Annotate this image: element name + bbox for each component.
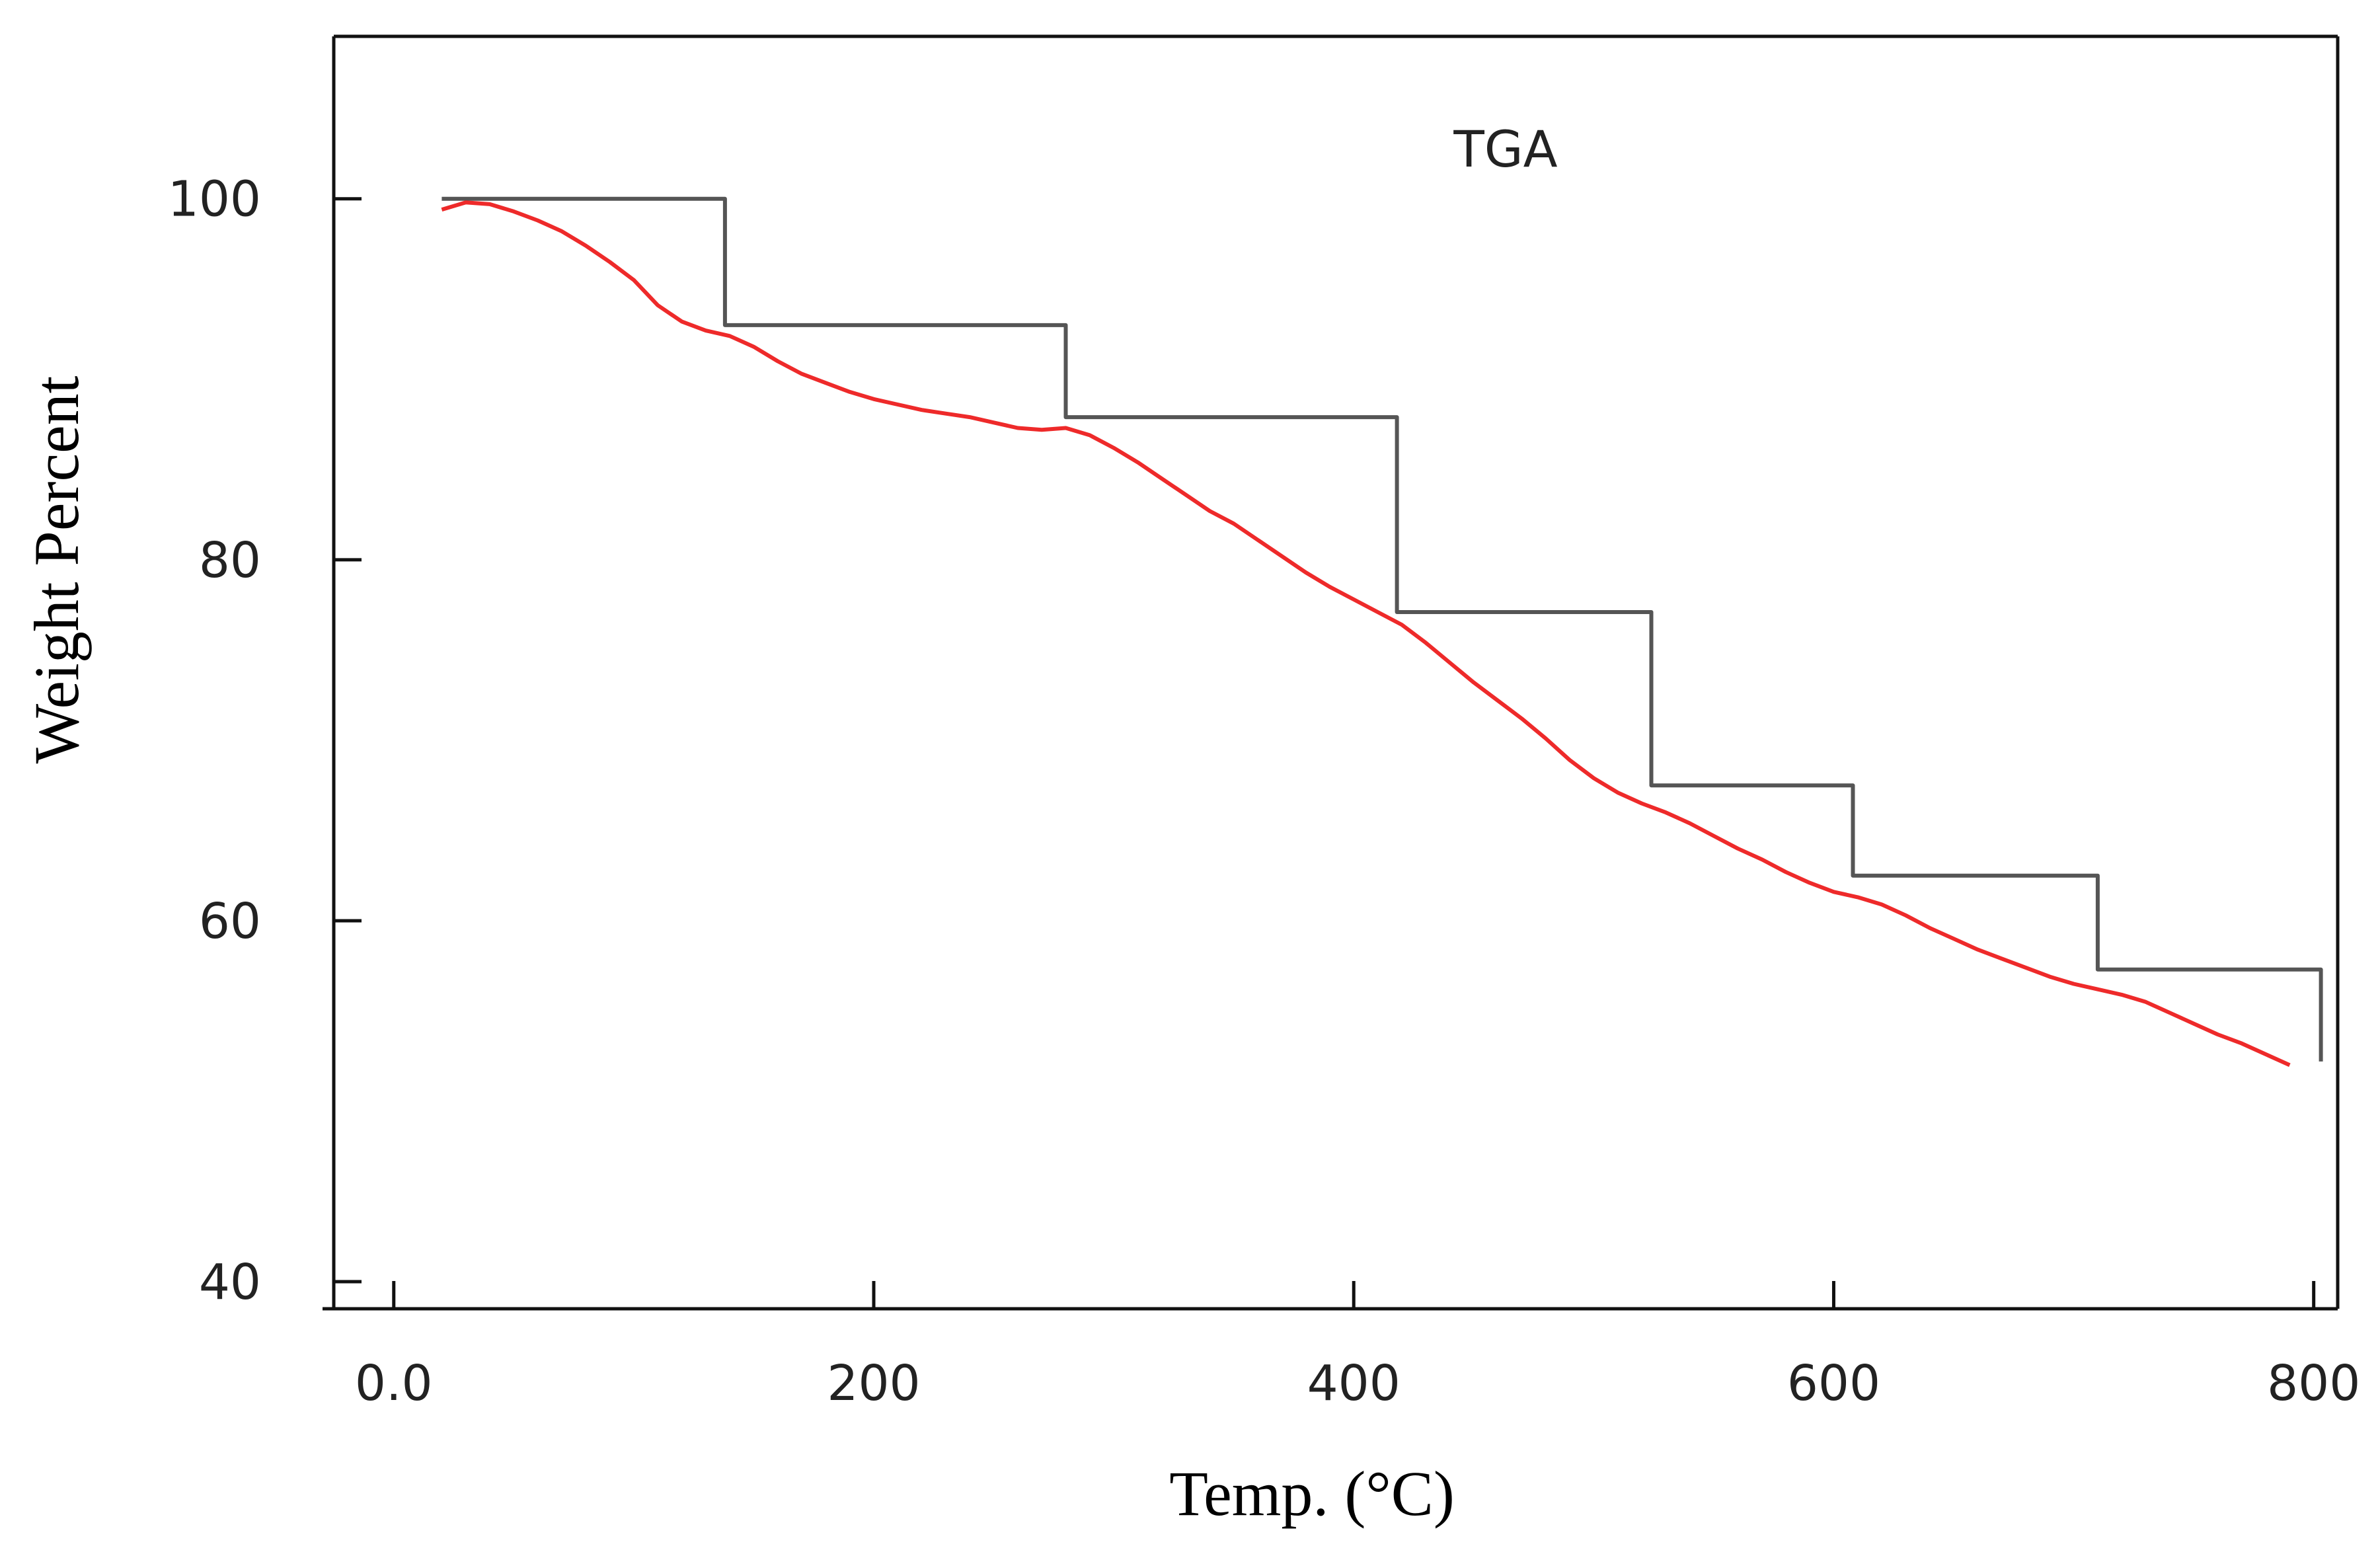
x-axis-title: Temp. (°C) [1169,1458,1455,1529]
x-axis-ticks: 0.0 200 400 600 800 [355,1281,2360,1412]
x-tick-label-0: 0.0 [355,1355,433,1412]
series-layer [441,196,2323,1067]
y-tick-label-2: 80 [199,532,261,589]
series-weight-loss-curve [441,200,2291,1067]
x-tick-label-1: 200 [827,1355,920,1412]
y-axis-title: Weight Percent [21,375,92,763]
x-tick-label-2: 400 [1307,1355,1401,1412]
y-tick-label-3: 100 [168,171,261,228]
series-step-lines [441,196,2323,1062]
plot-frame [323,34,2340,1311]
x-tick-label-4: 800 [2267,1355,2360,1412]
y-axis-ticks: 40 60 80 100 [168,171,362,1311]
x-tick-label-3: 600 [1787,1355,1880,1412]
chart-title: TGA [1453,120,1557,178]
y-tick-label-1: 60 [199,893,261,950]
y-tick-label-0: 40 [199,1254,261,1311]
